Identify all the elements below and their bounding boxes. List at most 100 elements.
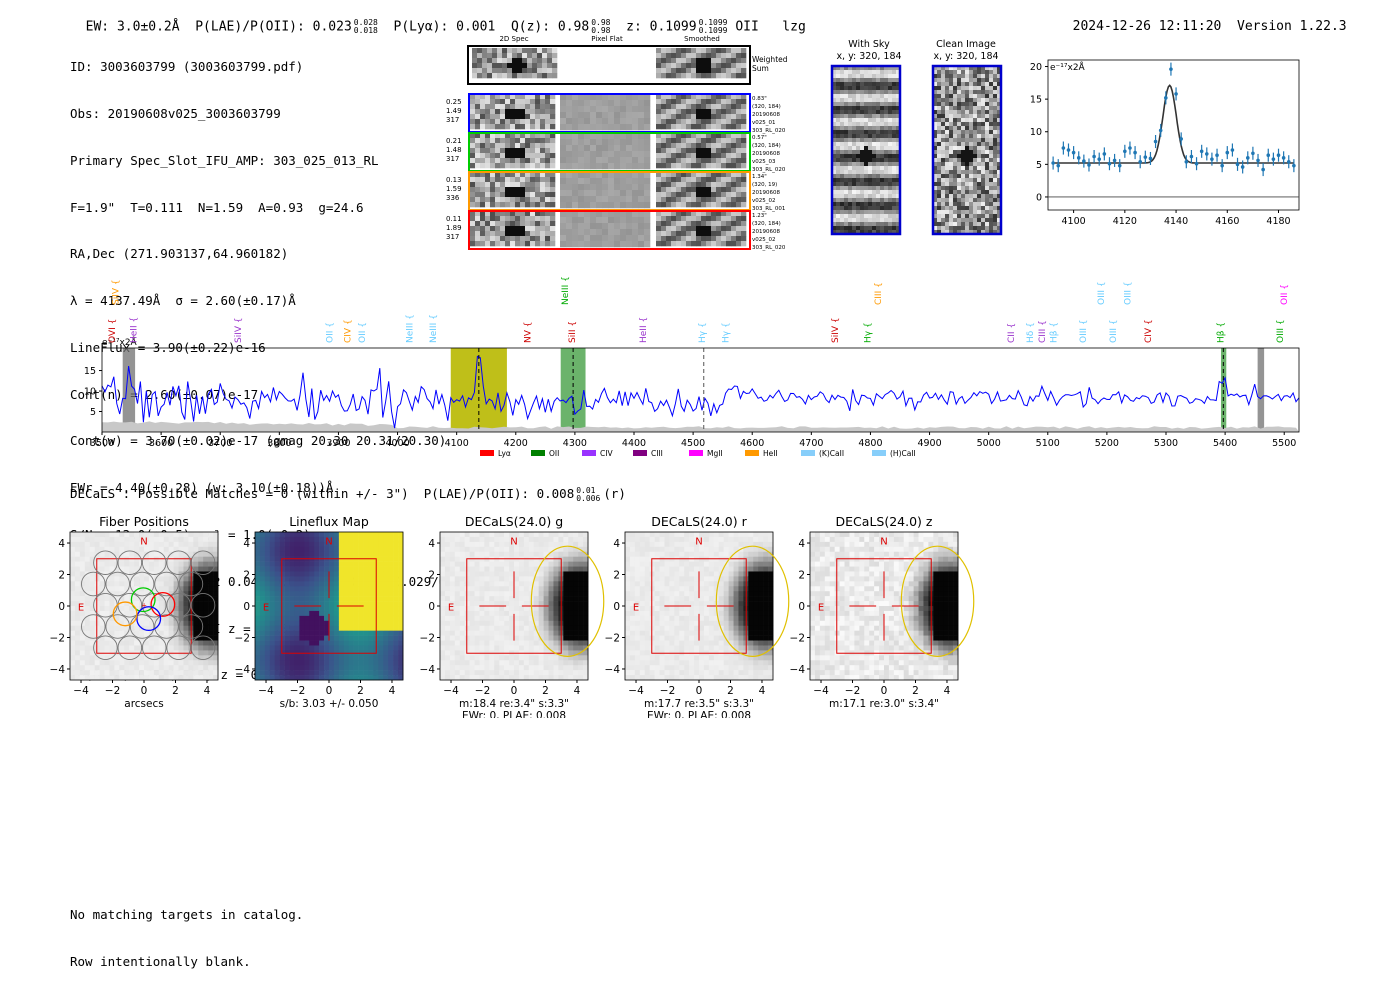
sky-pixel <box>953 210 957 214</box>
decals-pixel <box>159 576 164 581</box>
sky-pixel <box>973 110 977 114</box>
decals-pixel <box>354 567 359 572</box>
cutout-pixel <box>596 202 602 208</box>
cutout-pixel <box>632 112 638 118</box>
sky-pixel <box>864 154 868 158</box>
cutout-pixel <box>515 231 520 236</box>
sky-pixel <box>993 158 997 162</box>
sky-pixel <box>840 198 844 202</box>
sky-pixel <box>961 202 965 206</box>
spectral-line-label: OIII { <box>1097 281 1107 305</box>
sky-pixel <box>892 210 896 214</box>
decals-pixel <box>290 567 295 572</box>
sky-pixel <box>844 210 848 214</box>
decals-pixel <box>183 631 188 636</box>
spectrum-xtick-label: 5200 <box>1095 438 1119 449</box>
sky-pixel <box>844 142 848 146</box>
decals-pixel <box>260 562 265 567</box>
decals-pixel <box>169 557 174 562</box>
cutout-pixel <box>572 163 578 169</box>
cutout-pixel <box>686 202 691 207</box>
sky-pixel <box>953 202 957 206</box>
cutout-row-meta: 0.57" <box>752 135 767 141</box>
sky-pixel <box>973 166 977 170</box>
decals-pixel <box>280 562 285 567</box>
sky-pixel <box>864 78 868 82</box>
sky-pixel <box>981 94 985 98</box>
cutout-pixel <box>666 153 671 158</box>
cutout-pixel <box>560 235 566 241</box>
decals-pixel <box>179 611 184 616</box>
cutout-pixel <box>510 192 515 197</box>
cutout-pixel <box>510 99 515 104</box>
sky-pixel <box>961 222 965 226</box>
decals-pixel <box>329 631 334 636</box>
sky-pixel <box>848 70 852 74</box>
cutout-pixel <box>520 177 525 182</box>
sky-pixel <box>949 174 953 178</box>
cutout-pixel <box>716 138 721 143</box>
cutout-pixel <box>520 187 525 192</box>
cutout-pixel <box>726 158 731 163</box>
cutout-pixel <box>726 177 731 182</box>
sky-pixel <box>892 114 896 118</box>
decals-pixel <box>85 547 90 552</box>
cutout-pixel <box>495 109 500 114</box>
decals-pixel <box>299 611 304 616</box>
sky-pixel <box>989 130 993 134</box>
cutout-pixel <box>696 182 701 187</box>
sky-pixel <box>977 190 981 194</box>
cutout-pixel <box>736 216 741 221</box>
sky-pixel <box>961 74 965 78</box>
sky-pixel <box>856 110 860 114</box>
cutout-pixel <box>671 241 676 246</box>
decals-pixel <box>134 532 139 537</box>
cutout-pixel <box>602 190 608 196</box>
sky-pixel <box>860 138 864 142</box>
sky-pixel <box>957 86 961 90</box>
sky-pixel <box>888 210 892 214</box>
cutout-pixel <box>666 163 671 168</box>
sky-pixel <box>989 74 993 78</box>
sky-pixel <box>880 146 884 150</box>
cutout-pixel <box>706 241 711 246</box>
decals-pixel <box>265 576 270 581</box>
cutout-pixel <box>608 124 614 130</box>
cutout-pixel <box>480 187 485 192</box>
sky-pixel <box>941 82 945 86</box>
decals-pixel <box>149 675 154 680</box>
sky-pixel <box>836 162 840 166</box>
decals-pixel <box>134 562 139 567</box>
cutout-pixel <box>644 157 650 163</box>
cutout-pixel <box>716 202 721 207</box>
cutout-pixel <box>726 192 731 197</box>
cutout-pixel <box>477 73 482 78</box>
decals-pixel <box>183 576 188 581</box>
spectral-line-label: OIII { <box>1079 319 1089 343</box>
sky-pixel <box>868 78 872 82</box>
sky-pixel <box>856 138 860 142</box>
decals-pixel <box>294 547 299 552</box>
cutout-pixel <box>691 148 696 153</box>
decals-pixel <box>193 626 198 631</box>
cutout-pixel <box>661 182 666 187</box>
sky-pixel <box>949 202 953 206</box>
cutout-pixel <box>545 192 550 197</box>
decals-pixel <box>270 586 275 591</box>
decals-pixel <box>349 675 354 680</box>
decals-pixel <box>364 641 369 646</box>
decals-pixel <box>275 542 280 547</box>
cutout-pixel <box>602 112 608 118</box>
cutout-pixel <box>560 184 566 190</box>
sky-pixel <box>993 130 997 134</box>
sky-pixel <box>989 90 993 94</box>
cutout-pixel <box>686 182 691 187</box>
cutout-pixel <box>602 118 608 124</box>
cutout-pixel <box>485 241 490 246</box>
sky-pixel <box>852 126 856 130</box>
sky-pixel <box>856 106 860 110</box>
decals-pixel <box>124 542 129 547</box>
sky-pixel <box>937 226 941 230</box>
cutout-pixel <box>638 223 644 229</box>
cutout-pixel <box>736 187 741 192</box>
